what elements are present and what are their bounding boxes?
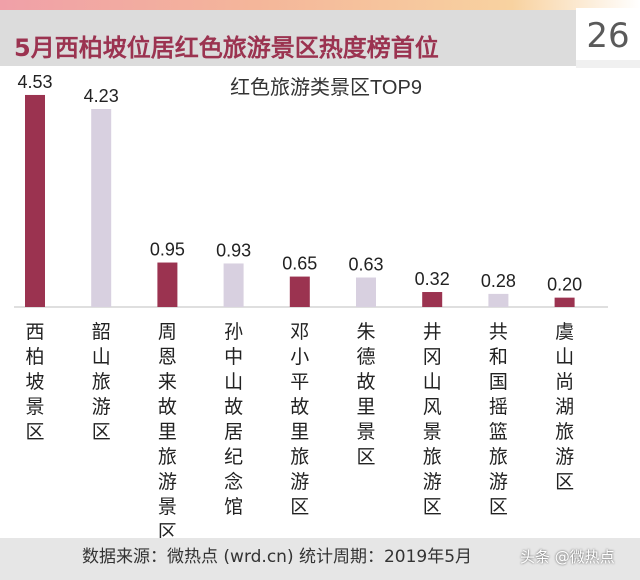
- data-label-2: 4.23: [84, 86, 119, 106]
- bar-9: [554, 297, 575, 307]
- category-label-1: 西柏坡景区: [25, 322, 44, 443]
- data-source-text: 数据来源：微热点 (wrd.cn) 统计周期：2019年5月: [82, 547, 473, 567]
- data-label-7: 0.32: [415, 269, 450, 289]
- data-label-3: 0.95: [150, 240, 185, 260]
- watermark-text: 头条 @微热点: [520, 548, 615, 566]
- page-title: 5月西柏坡位居红色旅游景区热度榜首位: [14, 34, 439, 62]
- category-label-8: 共和国摇篮旅游区: [489, 321, 508, 518]
- bar-chart: 红色旅游类景区TOP9 4.53 西柏坡景区 4.23 韶山旅游区 0.95 周恩来故里旅游…: [14, 72, 608, 540]
- category-label-7: 井冈山风景旅游区: [423, 321, 442, 518]
- page-number-corner: [576, 60, 640, 68]
- category-label-4: 孙中山故居纪念馆: [224, 321, 243, 518]
- data-label-4: 0.93: [216, 240, 251, 260]
- bar-5: [289, 276, 310, 307]
- category-label-5: 邓小平故里旅游区: [290, 322, 309, 518]
- title-bar: 5月西柏坡位居红色旅游景区热度榜首位: [0, 10, 640, 66]
- bar-4: [223, 263, 244, 307]
- footer-bar: 数据来源：微热点 (wrd.cn) 统计周期：2019年5月 头条 @微热点: [0, 538, 640, 580]
- top-gradient-strip: [0, 0, 640, 10]
- chart-title: 红色旅游类景区TOP9: [230, 76, 422, 99]
- data-label-9: 0.20: [547, 275, 582, 295]
- data-label-8: 0.28: [481, 271, 516, 291]
- bar-2: [91, 109, 112, 307]
- data-label-6: 0.63: [348, 255, 383, 275]
- bar-6: [356, 277, 376, 307]
- category-label-9: 虞山尚湖旅游区: [555, 321, 574, 493]
- page-number: 26: [576, 8, 640, 64]
- bar-3: [157, 262, 178, 307]
- data-label-1: 4.53: [17, 72, 52, 92]
- category-label-6: 朱德故里景区: [356, 321, 375, 468]
- category-label-3: 周恩来故里旅游景区: [158, 322, 177, 540]
- bar-8: [488, 293, 509, 307]
- data-label-5: 0.65: [282, 254, 317, 274]
- bar-1: [25, 94, 45, 307]
- bar-7: [422, 292, 443, 307]
- category-label-2: 韶山旅游区: [92, 321, 111, 443]
